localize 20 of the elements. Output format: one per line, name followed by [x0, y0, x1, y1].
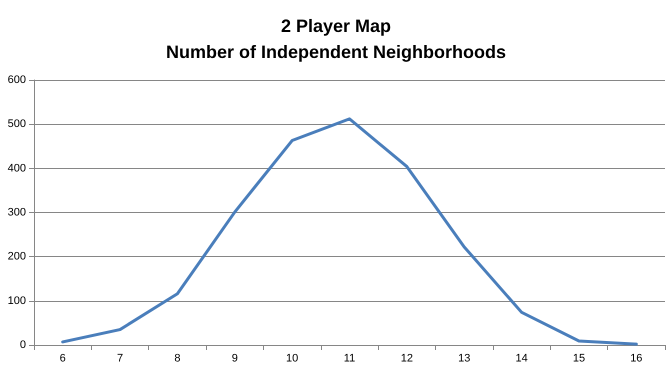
x-tick-label: 15 [572, 352, 586, 364]
x-tick-label: 10 [286, 352, 298, 364]
x-tick-label: 16 [630, 352, 642, 364]
x-tick-label: 6 [60, 352, 66, 364]
chart-title: 2 Player Map Number of Independent Neighborhoods [166, 16, 506, 62]
line-series [61, 117, 638, 346]
y-tick-label: 300 [8, 206, 26, 218]
y-tick-label: 0 [20, 339, 26, 351]
y-tick-label: 400 [8, 162, 26, 174]
y-tick-label: 200 [8, 250, 26, 263]
y-tick-label: 100 [8, 294, 26, 307]
x-tick-label: 8 [174, 352, 180, 364]
y-tick-label: 500 [8, 118, 26, 130]
x-tick-label: 13 [458, 352, 470, 364]
x-tick-label: 11 [344, 352, 356, 364]
y-tick-label: 600 [8, 74, 26, 86]
x-tick-label: 14 [515, 352, 528, 364]
x-tick-label: 7 [116, 352, 124, 364]
x-tick-label: 9 [232, 352, 238, 364]
x-tick-label: 12 [400, 352, 413, 364]
